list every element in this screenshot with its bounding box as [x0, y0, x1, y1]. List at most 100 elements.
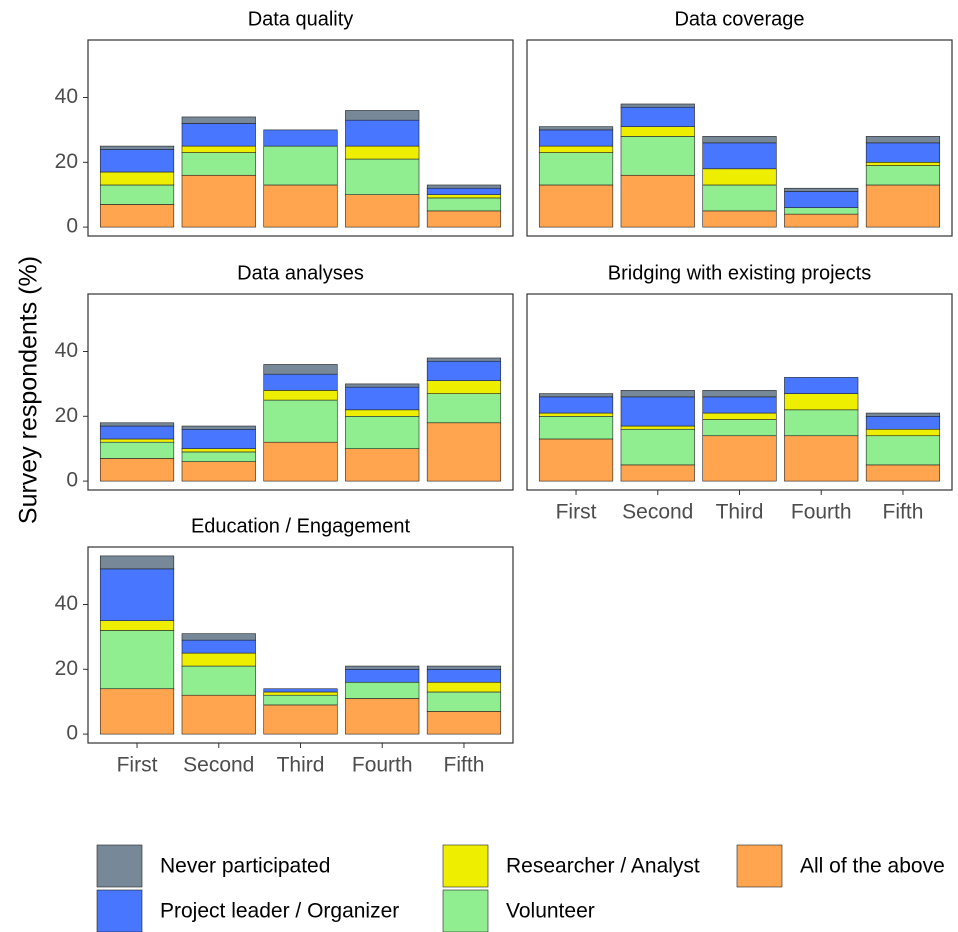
bar-segment [702, 184, 777, 212]
bar-segment [181, 665, 256, 696]
bar-segment [181, 428, 256, 449]
bar-segment [345, 158, 420, 195]
bar-segment [620, 136, 695, 176]
bar-segment [263, 184, 338, 228]
y-tick-label: 20 [55, 150, 78, 173]
bar-segment [345, 665, 420, 670]
legend-label: Project leader / Organizer [160, 900, 399, 923]
bar-segment [702, 419, 777, 437]
x-tick-label: Fifth [883, 501, 924, 524]
bar-segment [538, 415, 614, 440]
bar-segment [345, 194, 420, 228]
x-tick-label: Fourth [352, 754, 413, 777]
bar-segment [263, 373, 338, 391]
y-tick-label: 0 [66, 215, 78, 238]
bar-segment [784, 435, 859, 482]
y-tick-label: 0 [66, 469, 78, 492]
bar-segment [181, 633, 256, 641]
bar-segment [99, 149, 175, 173]
bar-segment [181, 694, 256, 735]
legend-key [736, 844, 783, 888]
bar-segment [99, 184, 175, 205]
bar-segment [181, 116, 256, 124]
bar-segment [702, 136, 777, 144]
bar-segment [784, 377, 859, 394]
bar-segment [538, 396, 614, 414]
bar-segment [345, 145, 420, 160]
panel-border [87, 39, 514, 237]
legend-key [442, 889, 489, 932]
bar-segment [345, 386, 420, 411]
bar-segment [345, 448, 420, 482]
bar-segment [426, 357, 502, 362]
y-tick-label: 40 [55, 85, 78, 108]
bar-segment [426, 668, 502, 683]
bar-segment [99, 458, 175, 482]
bar-segment [99, 555, 175, 570]
legend-label: Never participated [160, 855, 330, 878]
bar-segment [426, 711, 502, 735]
bar-segment [426, 210, 502, 228]
bar-segment [181, 152, 256, 176]
panel-title: Education / Engagement [191, 515, 410, 537]
bar-segment [263, 694, 338, 706]
bar-segment [784, 187, 859, 192]
bar-segment [263, 145, 338, 186]
bar-segment [181, 639, 256, 654]
bar-segment [263, 390, 338, 401]
bar-segment [426, 691, 502, 712]
bar-segment [345, 110, 420, 121]
bar-segment [181, 174, 256, 228]
x-tick-label: Fourth [791, 501, 852, 524]
x-tick-label: Second [183, 754, 254, 777]
bar-segment [345, 409, 420, 417]
bar-segment [620, 106, 695, 127]
bar-segment [345, 383, 420, 388]
bar-segment [784, 409, 859, 437]
legend-key [96, 844, 143, 888]
bar-segment [702, 435, 777, 482]
bar-segment [620, 428, 695, 466]
bar-segment [865, 165, 941, 186]
bar-segment [620, 174, 695, 228]
bar-segment [865, 136, 941, 144]
bar-segment [263, 129, 338, 147]
bar-segment [865, 435, 941, 466]
bar-segment [784, 213, 859, 228]
bar-segment [99, 620, 175, 631]
bar-segment [263, 441, 338, 482]
bar-segment [702, 396, 777, 414]
bar-segment [865, 161, 941, 166]
bar-segment [99, 204, 175, 228]
bar-segment [263, 364, 338, 375]
bar-segment [784, 191, 859, 208]
bar-segment [426, 422, 502, 482]
bar-segment [263, 688, 338, 693]
bar-segment [345, 119, 420, 147]
bar-segment [426, 681, 502, 693]
bar-segment [263, 691, 338, 696]
bar-segment [784, 393, 859, 411]
y-tick-label: 40 [55, 592, 78, 615]
bar-segment [865, 184, 941, 228]
bar-segment [702, 412, 777, 420]
bar-segment [181, 145, 256, 153]
bar-segment [99, 630, 175, 690]
bar-segment [620, 425, 695, 430]
bar-segment [426, 187, 502, 195]
bar-segment [99, 568, 175, 622]
bar-segment [263, 399, 338, 443]
bar-segment [426, 360, 502, 381]
legend-label: Volunteer [506, 900, 595, 923]
bar-segment [345, 698, 420, 735]
bar-segment [181, 451, 256, 462]
bar-segment [538, 184, 614, 228]
bar-segment [620, 464, 695, 482]
y-tick-label: 20 [55, 404, 78, 427]
panel-title: Data quality [248, 8, 354, 30]
bar-segment [784, 207, 859, 215]
bar-segment [345, 668, 420, 683]
bar-segment [426, 380, 502, 394]
y-tick-label: 0 [66, 722, 78, 745]
